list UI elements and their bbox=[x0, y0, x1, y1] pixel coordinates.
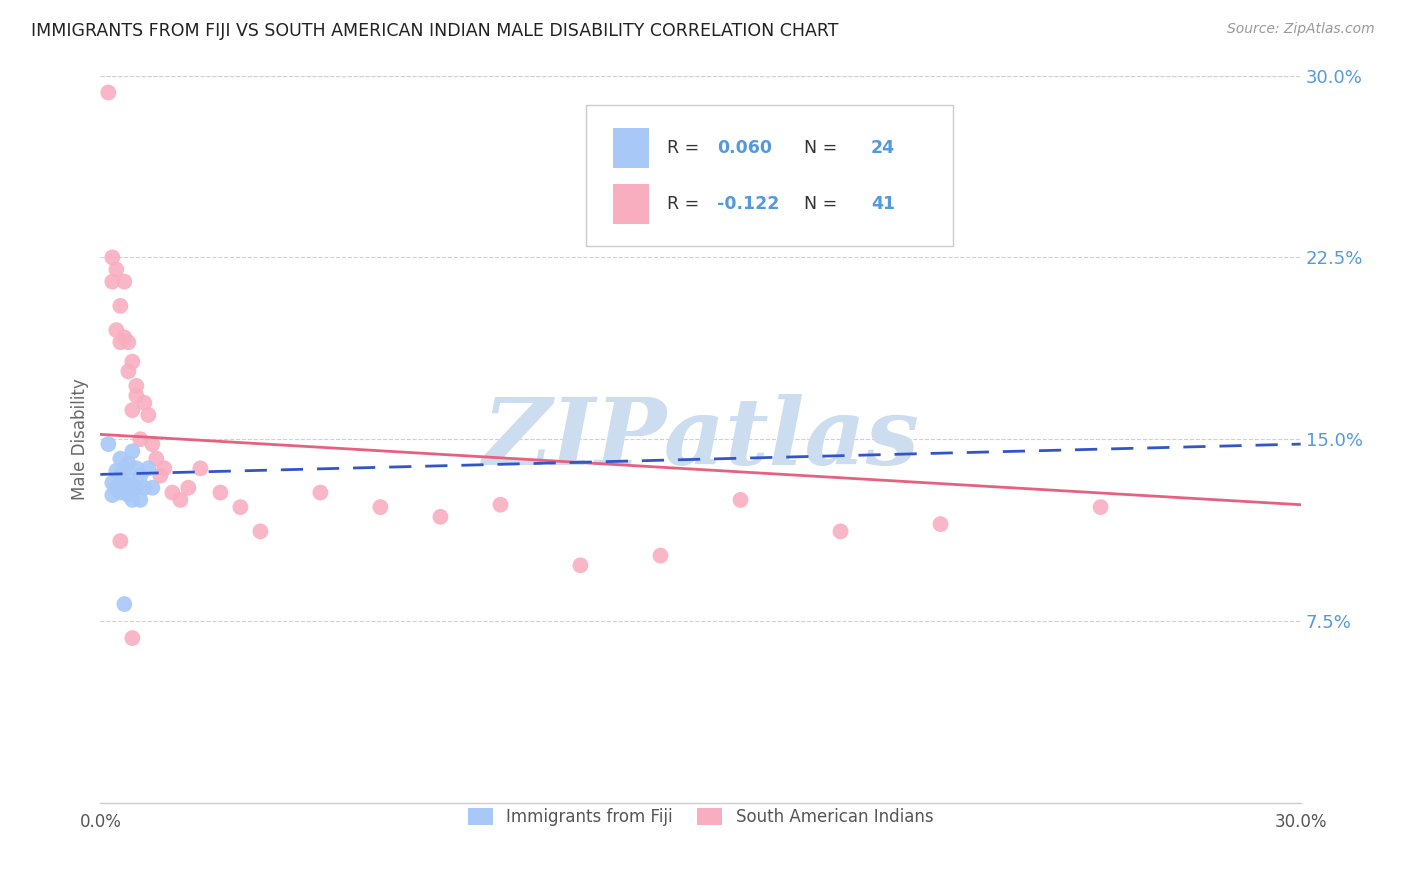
Point bbox=[121, 631, 143, 645]
Point bbox=[110, 335, 132, 350]
Point bbox=[117, 457, 139, 471]
Point bbox=[105, 323, 128, 337]
Point bbox=[110, 534, 132, 549]
Point bbox=[229, 500, 252, 515]
Point bbox=[209, 485, 232, 500]
Point bbox=[117, 335, 139, 350]
Point bbox=[105, 464, 128, 478]
Point bbox=[121, 403, 143, 417]
Legend: Immigrants from Fiji, South American Indians: Immigrants from Fiji, South American Ind… bbox=[460, 800, 942, 835]
Point bbox=[169, 492, 191, 507]
Text: R =: R = bbox=[666, 194, 704, 212]
Text: R =: R = bbox=[666, 138, 704, 156]
Point bbox=[112, 275, 135, 289]
Text: N =: N = bbox=[793, 194, 842, 212]
Point bbox=[121, 492, 143, 507]
Point bbox=[249, 524, 271, 539]
Point bbox=[489, 498, 512, 512]
Point bbox=[129, 432, 152, 446]
Point bbox=[190, 461, 212, 475]
Point bbox=[730, 492, 752, 507]
Point bbox=[97, 437, 120, 451]
Point bbox=[121, 444, 143, 458]
Point bbox=[112, 597, 135, 611]
Point bbox=[177, 481, 200, 495]
Point bbox=[110, 451, 132, 466]
Point bbox=[112, 330, 135, 344]
Point bbox=[569, 558, 592, 573]
Point bbox=[97, 86, 120, 100]
Point bbox=[110, 485, 132, 500]
Point bbox=[162, 485, 184, 500]
Point bbox=[117, 488, 139, 502]
Point bbox=[110, 468, 132, 483]
Point bbox=[121, 354, 143, 368]
Text: -0.122: -0.122 bbox=[717, 194, 780, 212]
Point bbox=[105, 481, 128, 495]
Point bbox=[145, 451, 167, 466]
Point bbox=[125, 461, 148, 475]
Text: ZIPatlas: ZIPatlas bbox=[482, 394, 920, 484]
Point bbox=[141, 481, 163, 495]
Text: IMMIGRANTS FROM FIJI VS SOUTH AMERICAN INDIAN MALE DISABILITY CORRELATION CHART: IMMIGRANTS FROM FIJI VS SOUTH AMERICAN I… bbox=[31, 22, 838, 40]
Point bbox=[129, 492, 152, 507]
Point bbox=[149, 468, 172, 483]
Point bbox=[134, 481, 156, 495]
Point bbox=[101, 488, 124, 502]
Point bbox=[370, 500, 392, 515]
Point bbox=[101, 275, 124, 289]
Point bbox=[650, 549, 672, 563]
Point bbox=[1090, 500, 1112, 515]
Point bbox=[121, 481, 143, 495]
Point bbox=[125, 388, 148, 402]
Point bbox=[929, 517, 952, 532]
Point bbox=[101, 251, 124, 265]
Text: 0.060: 0.060 bbox=[717, 138, 772, 156]
Point bbox=[117, 474, 139, 488]
Text: 41: 41 bbox=[870, 194, 896, 212]
Point bbox=[105, 262, 128, 277]
Point bbox=[138, 461, 160, 475]
Text: N =: N = bbox=[793, 138, 842, 156]
Point bbox=[101, 475, 124, 490]
Bar bbox=[613, 184, 650, 224]
Text: Source: ZipAtlas.com: Source: ZipAtlas.com bbox=[1227, 22, 1375, 37]
Y-axis label: Male Disability: Male Disability bbox=[72, 378, 89, 500]
FancyBboxPatch shape bbox=[586, 104, 952, 246]
Point bbox=[138, 408, 160, 422]
Point bbox=[125, 481, 148, 495]
Point bbox=[129, 468, 152, 483]
Point bbox=[309, 485, 332, 500]
Point bbox=[429, 509, 451, 524]
Point bbox=[110, 299, 132, 313]
Point bbox=[141, 437, 163, 451]
Point bbox=[117, 364, 139, 378]
Bar bbox=[613, 128, 650, 168]
Point bbox=[112, 475, 135, 490]
Point bbox=[125, 379, 148, 393]
Point bbox=[112, 461, 135, 475]
Point bbox=[153, 461, 176, 475]
Text: 24: 24 bbox=[870, 138, 896, 156]
Point bbox=[134, 396, 156, 410]
Point bbox=[830, 524, 852, 539]
